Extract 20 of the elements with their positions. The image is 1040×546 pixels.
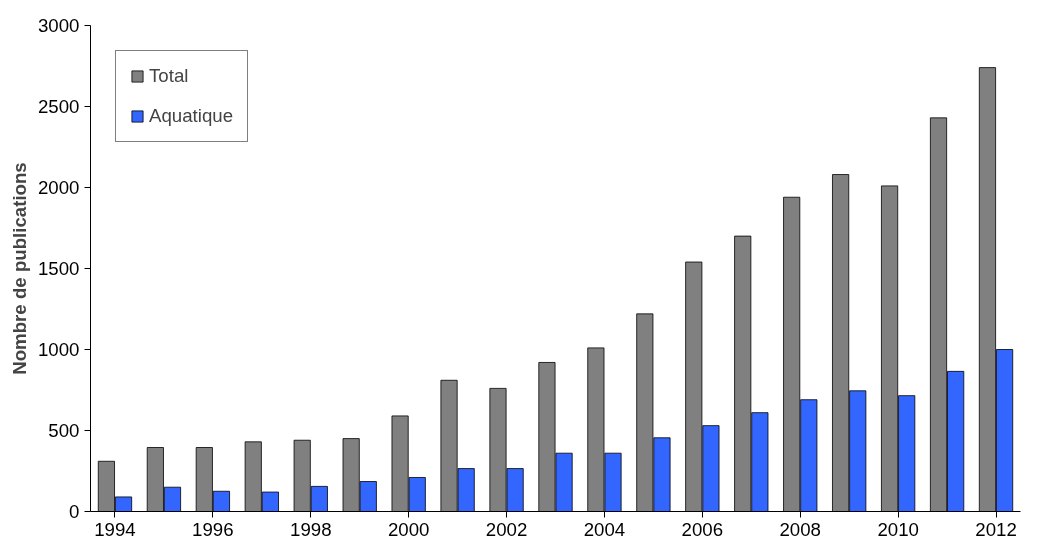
legend-label: Aquatique [149,105,234,127]
y-axis-title: Nombre de publications [9,162,30,375]
x-tick-label: 2004 [583,518,626,540]
x-tick-label: 2002 [485,518,528,540]
y-tick-label: 2000 [38,177,80,198]
x-tick-label: 2010 [877,518,919,540]
legend-label: Total [149,65,189,87]
x-tick-label: 2012 [975,518,1017,540]
y-tick-label: 1000 [38,339,80,360]
x-tick-label: 1998 [290,518,332,540]
y-tick-label: 3000 [38,15,80,36]
x-tick-label: 1994 [94,518,136,540]
y-tick-label: 500 [48,420,80,441]
x-tick-label: 2006 [681,518,724,540]
x-tick-label: 2008 [779,518,821,540]
y-tick-label: 1500 [38,258,80,279]
y-tick-label: 0 [69,501,80,522]
x-tick-label: 2000 [387,518,430,540]
y-tick-label: 2500 [38,96,80,117]
x-tick-label: 1996 [192,518,234,540]
